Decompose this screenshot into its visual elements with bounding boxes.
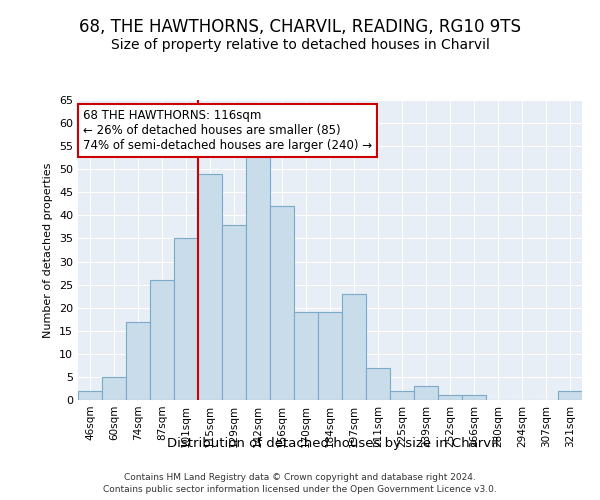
Bar	[78, 391, 102, 400]
Bar	[438, 396, 462, 400]
Bar	[414, 386, 438, 400]
Bar	[270, 206, 294, 400]
Text: Contains public sector information licensed under the Open Government Licence v3: Contains public sector information licen…	[103, 485, 497, 494]
Bar	[462, 396, 486, 400]
Bar	[150, 280, 174, 400]
Bar	[558, 391, 582, 400]
Y-axis label: Number of detached properties: Number of detached properties	[43, 162, 53, 338]
Bar	[222, 224, 246, 400]
Text: Contains HM Land Registry data © Crown copyright and database right 2024.: Contains HM Land Registry data © Crown c…	[124, 472, 476, 482]
Bar	[342, 294, 366, 400]
Bar	[390, 391, 414, 400]
Bar	[318, 312, 342, 400]
Bar	[366, 368, 390, 400]
Bar	[174, 238, 198, 400]
Bar	[294, 312, 318, 400]
Text: 68 THE HAWTHORNS: 116sqm
← 26% of detached houses are smaller (85)
74% of semi-d: 68 THE HAWTHORNS: 116sqm ← 26% of detach…	[83, 109, 372, 152]
Bar	[102, 377, 126, 400]
Bar	[246, 151, 270, 400]
Text: Distribution of detached houses by size in Charvil: Distribution of detached houses by size …	[167, 438, 499, 450]
Bar	[126, 322, 150, 400]
Text: 68, THE HAWTHORNS, CHARVIL, READING, RG10 9TS: 68, THE HAWTHORNS, CHARVIL, READING, RG1…	[79, 18, 521, 36]
Bar	[198, 174, 222, 400]
Text: Size of property relative to detached houses in Charvil: Size of property relative to detached ho…	[110, 38, 490, 52]
